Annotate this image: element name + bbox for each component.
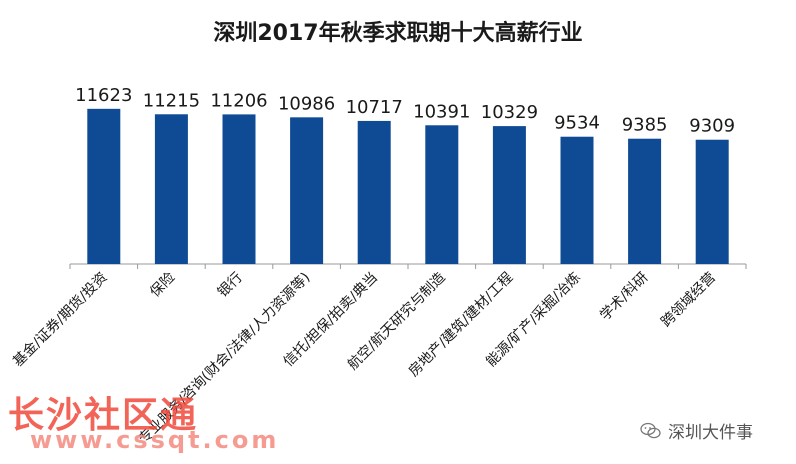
watermark-site-name: 长沙社区通 <box>8 395 199 436</box>
bar <box>492 126 526 264</box>
data-label: 11215 <box>143 90 200 111</box>
bar <box>87 108 121 264</box>
bar <box>154 114 188 264</box>
data-label: 10391 <box>413 101 470 122</box>
data-label: 10717 <box>346 97 403 118</box>
chart-title: 深圳2017年秋季求职期十大高薪行业 <box>213 20 582 46</box>
data-label: 9385 <box>622 115 668 136</box>
wechat-icon <box>640 422 661 438</box>
bar <box>695 139 729 264</box>
data-label: 9309 <box>689 116 735 137</box>
bar <box>222 114 256 264</box>
bar <box>290 117 324 264</box>
bar <box>560 136 594 264</box>
watermark-site-url: www.cssqt.com <box>30 426 280 454</box>
watermark-account-name: 深圳大件事 <box>668 423 753 443</box>
data-label: 11623 <box>75 85 132 106</box>
value-labels: 11623 11215 11206 10986 10717 10391 10329 9534 9… <box>75 85 735 137</box>
category-label: 跨领域经营 <box>658 270 719 331</box>
bars <box>87 108 729 265</box>
x-axis-ticks <box>69 264 747 269</box>
data-label: 10986 <box>278 93 335 114</box>
category-label: 银行 <box>215 270 246 301</box>
bar <box>425 125 459 264</box>
data-label: 10329 <box>481 102 538 123</box>
data-label: 11206 <box>210 90 267 111</box>
data-label: 9534 <box>554 113 600 134</box>
watermark-account: 深圳大件事 <box>640 418 753 443</box>
category-label: 学术/科研 <box>597 270 651 324</box>
category-label: 保险 <box>147 270 178 301</box>
bar <box>628 138 662 264</box>
category-label: 基金/证券/期货/投资 <box>9 269 110 370</box>
bar <box>357 120 391 265</box>
